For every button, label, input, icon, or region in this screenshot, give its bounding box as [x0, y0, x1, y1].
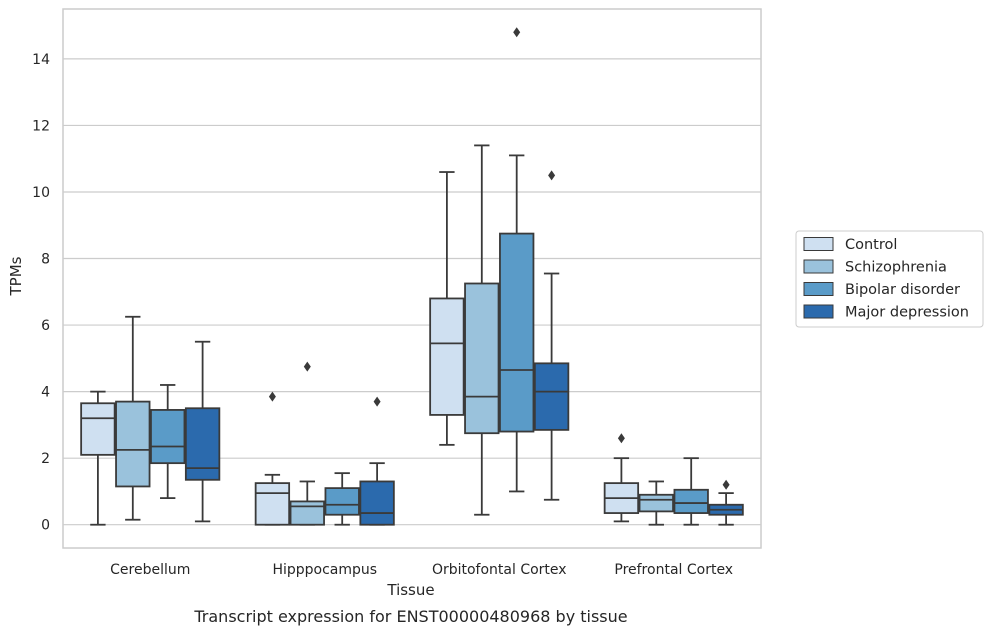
- outlier-point: [303, 361, 311, 372]
- legend-swatch: [803, 237, 834, 251]
- box-group: [80, 390, 116, 526]
- box-group: [638, 480, 674, 526]
- legend-label: Major depression: [845, 305, 969, 321]
- legend-label: Schizophrenia: [845, 260, 947, 276]
- legend-label: Control: [845, 237, 897, 253]
- box-group: [150, 384, 186, 499]
- x-tick-label: Cerebellum: [110, 562, 190, 578]
- box-group: [673, 457, 709, 526]
- box-group: [533, 170, 570, 501]
- x-tick-label: Orbitofontal Cortex: [432, 562, 567, 578]
- plot-frame: [62, 8, 762, 549]
- chart-caption: Transcript expression for ENST0000048096…: [193, 607, 627, 626]
- box: [184, 407, 221, 481]
- box-group: [603, 433, 640, 523]
- box-group: [254, 391, 291, 526]
- box-group: [464, 144, 500, 516]
- y-axis-label: TPMs: [7, 256, 25, 296]
- outlier-point: [722, 479, 730, 490]
- outlier-point: [373, 396, 381, 407]
- legend-swatch: [803, 259, 834, 274]
- legend-label: Bipolar disorder: [845, 282, 960, 298]
- box: [324, 487, 360, 516]
- legend: Control Schizophrenia Bipolar disorder Majo…: [795, 230, 984, 328]
- box-group: [289, 361, 325, 526]
- outlier-point: [268, 391, 276, 402]
- box: [638, 493, 674, 513]
- legend-swatch: [803, 304, 834, 319]
- box: [359, 480, 395, 526]
- box: [254, 482, 291, 526]
- y-tick-label: 0: [41, 518, 50, 534]
- box-group: [115, 315, 151, 521]
- x-tick-labels: Cerebellum Hipppocampus Orbitofontal Corte…: [110, 562, 733, 578]
- box-plots: [80, 27, 744, 526]
- outlier-point: [617, 433, 625, 444]
- box: [80, 402, 116, 456]
- box: [150, 409, 186, 465]
- box: [464, 282, 500, 435]
- y-tick-label: 14: [32, 52, 50, 68]
- box: [289, 500, 325, 526]
- box-group: [324, 472, 360, 526]
- legend-frame: [795, 230, 984, 328]
- y-tick-label: 6: [41, 318, 50, 334]
- box-group: [429, 171, 465, 446]
- box: [115, 400, 151, 488]
- x-axis-label: Tissue: [386, 581, 434, 599]
- outlier-point: [513, 27, 521, 38]
- box-group: [499, 27, 535, 493]
- x-tick-label: Prefrontal Cortex: [614, 562, 733, 578]
- outlier-point: [548, 170, 556, 181]
- box: [429, 297, 465, 416]
- y-tick-label: 8: [41, 252, 50, 268]
- legend-swatch: [803, 282, 834, 296]
- y-tick-label: 2: [41, 451, 50, 467]
- y-tick-label: 4: [41, 385, 50, 401]
- x-tick-label: Hipppocampus: [272, 562, 377, 578]
- y-tick-label: 10: [32, 185, 50, 201]
- y-tick-label: 12: [32, 118, 50, 134]
- box-group: [359, 396, 395, 526]
- box: [673, 488, 709, 514]
- box-group: [708, 479, 744, 526]
- box-group: [184, 340, 221, 523]
- y-tick-labels: 0 2 4 6 8 10 12 14: [32, 52, 50, 534]
- box: [499, 232, 535, 433]
- box: [533, 362, 570, 431]
